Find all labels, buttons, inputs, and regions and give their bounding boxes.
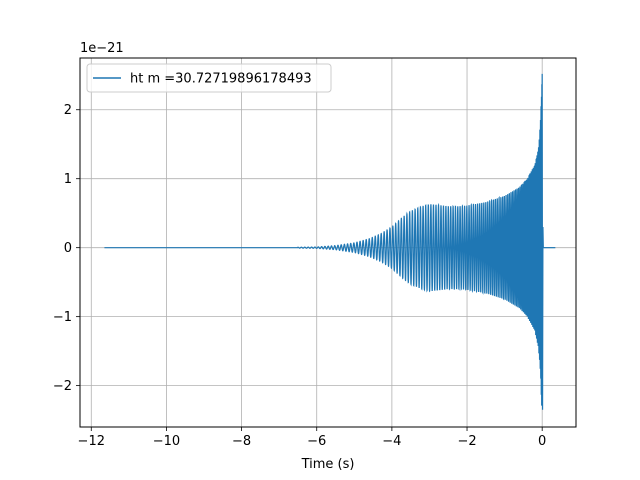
y-tick-label: 1 [64, 172, 72, 187]
x-tick-label: −6 [307, 434, 326, 449]
y-tick-label: −2 [53, 379, 72, 394]
x-axis-label: Time (s) [301, 457, 355, 472]
x-tick-label: −10 [153, 434, 180, 449]
y-tick-label: −1 [53, 310, 72, 325]
x-tick-label: 0 [538, 434, 546, 449]
series-waveform [104, 73, 556, 410]
axes-frame [79, 57, 577, 428]
y-axis-ticks: −2 −1 0 1 2 [53, 103, 80, 394]
x-tick-label: −8 [232, 434, 251, 449]
legend-label: ht m =30.72719896178493 [130, 72, 312, 87]
x-axis-ticks: −12 −10 −8 −6 −4 −2 0 [78, 427, 546, 449]
series-line [297, 73, 544, 410]
legend: ht m =30.72719896178493 [86, 63, 332, 93]
y-tick-label: 2 [64, 103, 72, 118]
y-axis-offset-text: 1e−21 [80, 41, 124, 56]
x-tick-label: −12 [78, 434, 105, 449]
x-tick-label: −2 [457, 434, 476, 449]
legend-box [86, 63, 332, 93]
y-tick-label: 0 [64, 241, 72, 256]
x-tick-label: −4 [382, 434, 401, 449]
